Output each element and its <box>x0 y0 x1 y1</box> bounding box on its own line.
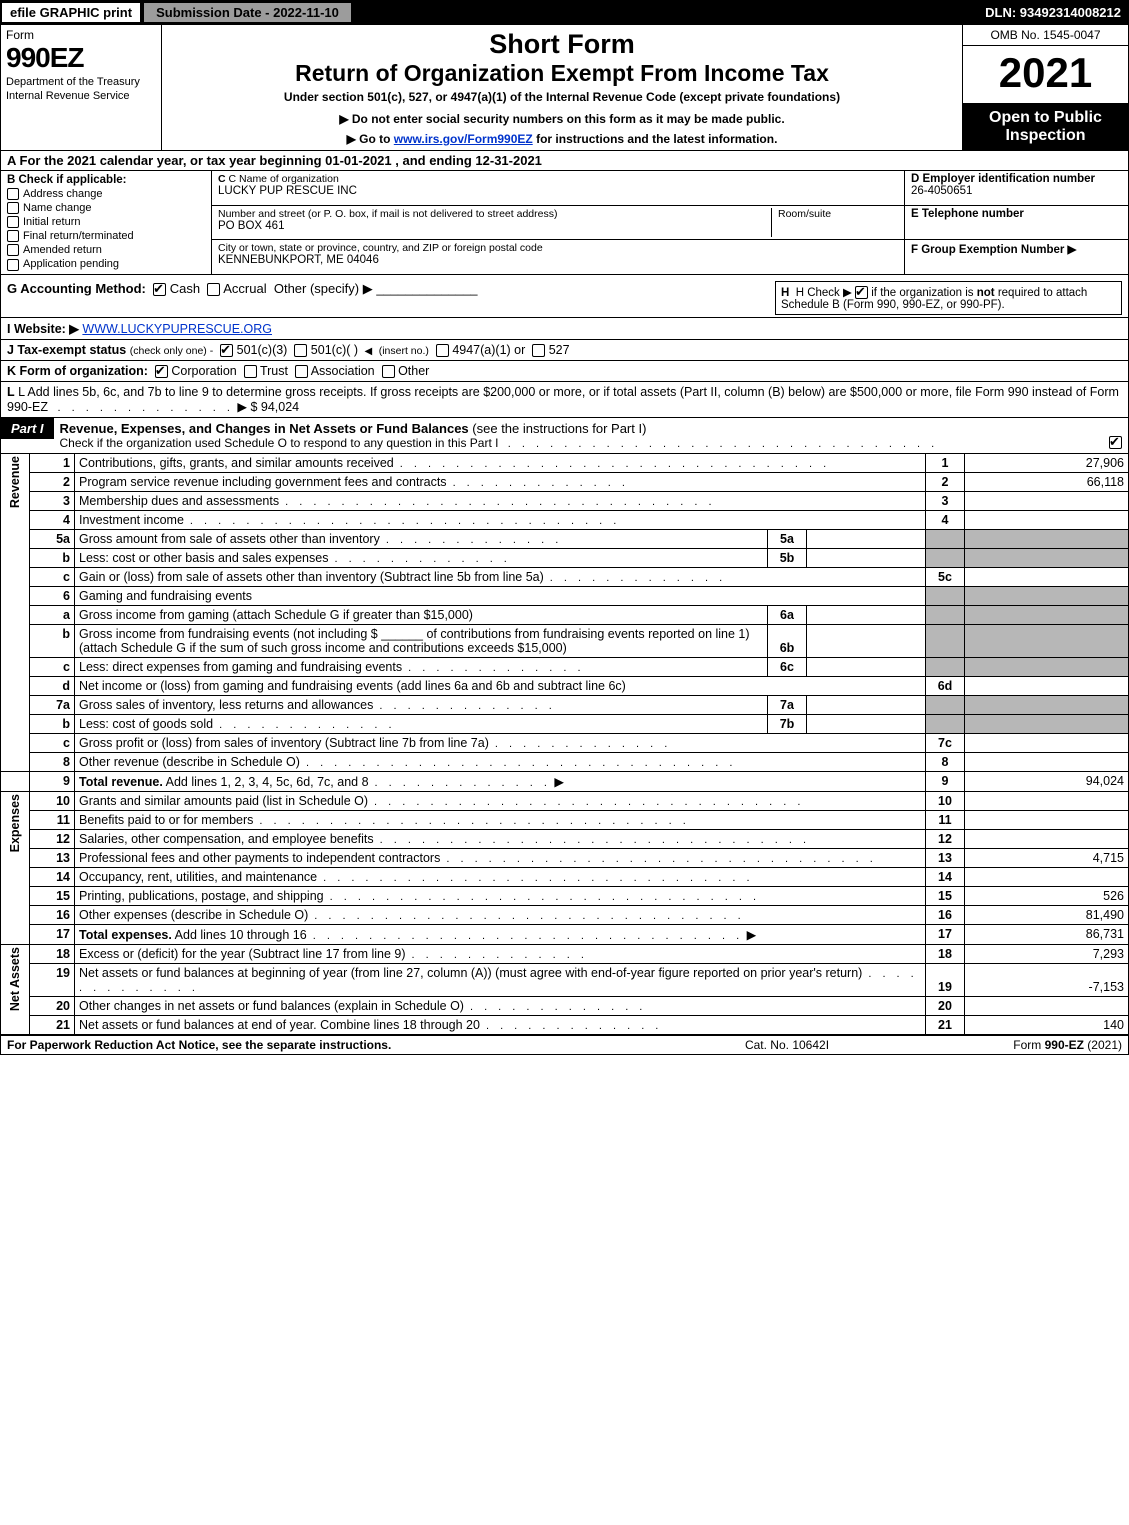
cb-name-change[interactable]: Name change <box>7 202 205 214</box>
website-link[interactable]: WWW.LUCKYPUPRESCUE.ORG <box>82 322 272 336</box>
cb-initial-return[interactable]: Initial return <box>7 216 205 228</box>
dln-label: DLN: 93492314008212 <box>977 3 1129 22</box>
header-right: OMB No. 1545-0047 2021 Open to Public In… <box>962 25 1128 150</box>
line-13-value: 4,715 <box>965 849 1129 868</box>
line-7b-value <box>807 715 926 734</box>
line-14-value <box>965 868 1129 887</box>
revenue-sidebar: Revenue <box>1 454 30 772</box>
line-i: I Website: ▶ WWW.LUCKYPUPRESCUE.ORG <box>1 317 1128 339</box>
line-16-value: 81,490 <box>965 906 1129 925</box>
line-k: K Form of organization: Corporation Trus… <box>1 360 1128 381</box>
block-bcdef: B Check if applicable: Address change Na… <box>0 171 1129 275</box>
line-12-value <box>965 830 1129 849</box>
line-21-value: 140 <box>965 1016 1129 1035</box>
form-label: Form <box>6 28 156 42</box>
cb-other-org[interactable] <box>382 365 395 378</box>
title-short-form: Short Form <box>168 29 956 60</box>
ssn-warning: ▶ Do not enter social security numbers o… <box>168 112 956 126</box>
open-public-badge: Open to Public Inspection <box>963 104 1128 150</box>
cb-527[interactable] <box>532 344 545 357</box>
efile-print-label[interactable]: efile GRAPHIC print <box>0 1 142 24</box>
line-6b-value <box>807 625 926 658</box>
line-j: J Tax-exempt status (check only one) - 5… <box>1 339 1128 360</box>
line-l: L L Add lines 5b, 6c, and 7b to line 9 t… <box>1 381 1128 417</box>
tax-year: 2021 <box>963 46 1128 104</box>
cb-corporation[interactable] <box>155 365 168 378</box>
header-left: Form 990EZ Department of the Treasury In… <box>1 25 162 150</box>
line-20-value <box>965 997 1129 1016</box>
org-street: PO BOX 461 <box>218 220 771 232</box>
cb-final-return[interactable]: Final return/terminated <box>7 230 205 242</box>
block-b: B Check if applicable: Address change Na… <box>1 171 212 274</box>
line-3-value <box>965 492 1129 511</box>
page-footer: For Paperwork Reduction Act Notice, see … <box>0 1035 1129 1055</box>
org-city: KENNEBUNKPORT, ME 04046 <box>218 254 898 266</box>
part-i-header: Part I Revenue, Expenses, and Changes in… <box>0 417 1129 453</box>
title-return: Return of Organization Exempt From Incom… <box>168 60 956 87</box>
line-19-value: -7,153 <box>965 964 1129 997</box>
cb-schedule-b-not-required[interactable] <box>855 286 868 299</box>
line-7a-value <box>807 696 926 715</box>
omb-number: OMB No. 1545-0047 <box>963 25 1128 46</box>
cb-4947a1[interactable] <box>436 344 449 357</box>
line-7c-value <box>965 734 1129 753</box>
org-name: LUCKY PUP RESCUE INC <box>218 185 898 197</box>
line-10-value <box>965 792 1129 811</box>
expenses-sidebar: Expenses <box>1 792 30 945</box>
line-5a-value <box>807 530 926 549</box>
part-i-label: Part I <box>1 418 54 439</box>
cb-accrual[interactable] <box>207 283 220 296</box>
netassets-sidebar: Net Assets <box>1 945 30 1035</box>
cb-501c[interactable] <box>294 344 307 357</box>
line-g: G Accounting Method: Cash Accrual Other … <box>7 281 775 315</box>
cb-amended-return[interactable]: Amended return <box>7 244 205 256</box>
form-header: Form 990EZ Department of the Treasury In… <box>0 24 1129 151</box>
line-1-value: 27,906 <box>965 454 1129 473</box>
line-a: A For the 2021 calendar year, or tax yea… <box>0 151 1129 171</box>
form-ref: Form 990-EZ (2021) <box>912 1038 1122 1052</box>
subtitle: Under section 501(c), 527, or 4947(a)(1)… <box>168 90 956 104</box>
goto-line: ▶ Go to www.irs.gov/Form990EZ for instru… <box>168 132 956 146</box>
cb-trust[interactable] <box>244 365 257 378</box>
cb-501c3[interactable] <box>220 344 233 357</box>
cb-association[interactable] <box>295 365 308 378</box>
line-2-value: 66,118 <box>965 473 1129 492</box>
block-def: D Employer identification number 26-4050… <box>904 171 1128 274</box>
block-ghijkl: G Accounting Method: Cash Accrual Other … <box>0 275 1129 418</box>
cb-address-change[interactable]: Address change <box>7 188 205 200</box>
form-number: 990EZ <box>6 42 156 74</box>
top-bar: efile GRAPHIC print Submission Date - 20… <box>0 0 1129 24</box>
ein-value: 26-4050651 <box>911 185 1122 197</box>
line-6c-value <box>807 658 926 677</box>
cat-number: Cat. No. 10642I <box>662 1038 912 1052</box>
block-c: C C Name of organization LUCKY PUP RESCU… <box>212 171 904 274</box>
submission-date-label: Submission Date - 2022-11-10 <box>142 1 353 24</box>
line-18-value: 7,293 <box>965 945 1129 964</box>
line-5b-value <box>807 549 926 568</box>
line-h: H H Check ▶ if the organization is not r… <box>775 281 1122 315</box>
dept-irs: Internal Revenue Service <box>6 90 156 102</box>
line-6d-value <box>965 677 1129 696</box>
line-6a-value <box>807 606 926 625</box>
line-9-value: 94,024 <box>965 772 1129 792</box>
line-4-value <box>965 511 1129 530</box>
part-i-table: Revenue 1 Contributions, gifts, grants, … <box>0 453 1129 1035</box>
dept-treasury: Department of the Treasury <box>6 76 156 88</box>
cb-cash[interactable] <box>153 283 166 296</box>
cb-schedule-o-used[interactable] <box>1109 436 1122 449</box>
header-mid: Short Form Return of Organization Exempt… <box>162 25 962 150</box>
form-page: efile GRAPHIC print Submission Date - 20… <box>0 0 1129 1055</box>
line-11-value <box>965 811 1129 830</box>
line-15-value: 526 <box>965 887 1129 906</box>
cb-application-pending[interactable]: Application pending <box>7 258 205 270</box>
gross-receipts: $ 94,024 <box>250 400 299 414</box>
paperwork-notice: For Paperwork Reduction Act Notice, see … <box>7 1038 662 1052</box>
room-suite-label: Room/suite <box>771 208 898 238</box>
irs-link[interactable]: www.irs.gov/Form990EZ <box>394 132 533 146</box>
line-8-value <box>965 753 1129 772</box>
line-17-value: 86,731 <box>965 925 1129 945</box>
line-5c-value <box>965 568 1129 587</box>
